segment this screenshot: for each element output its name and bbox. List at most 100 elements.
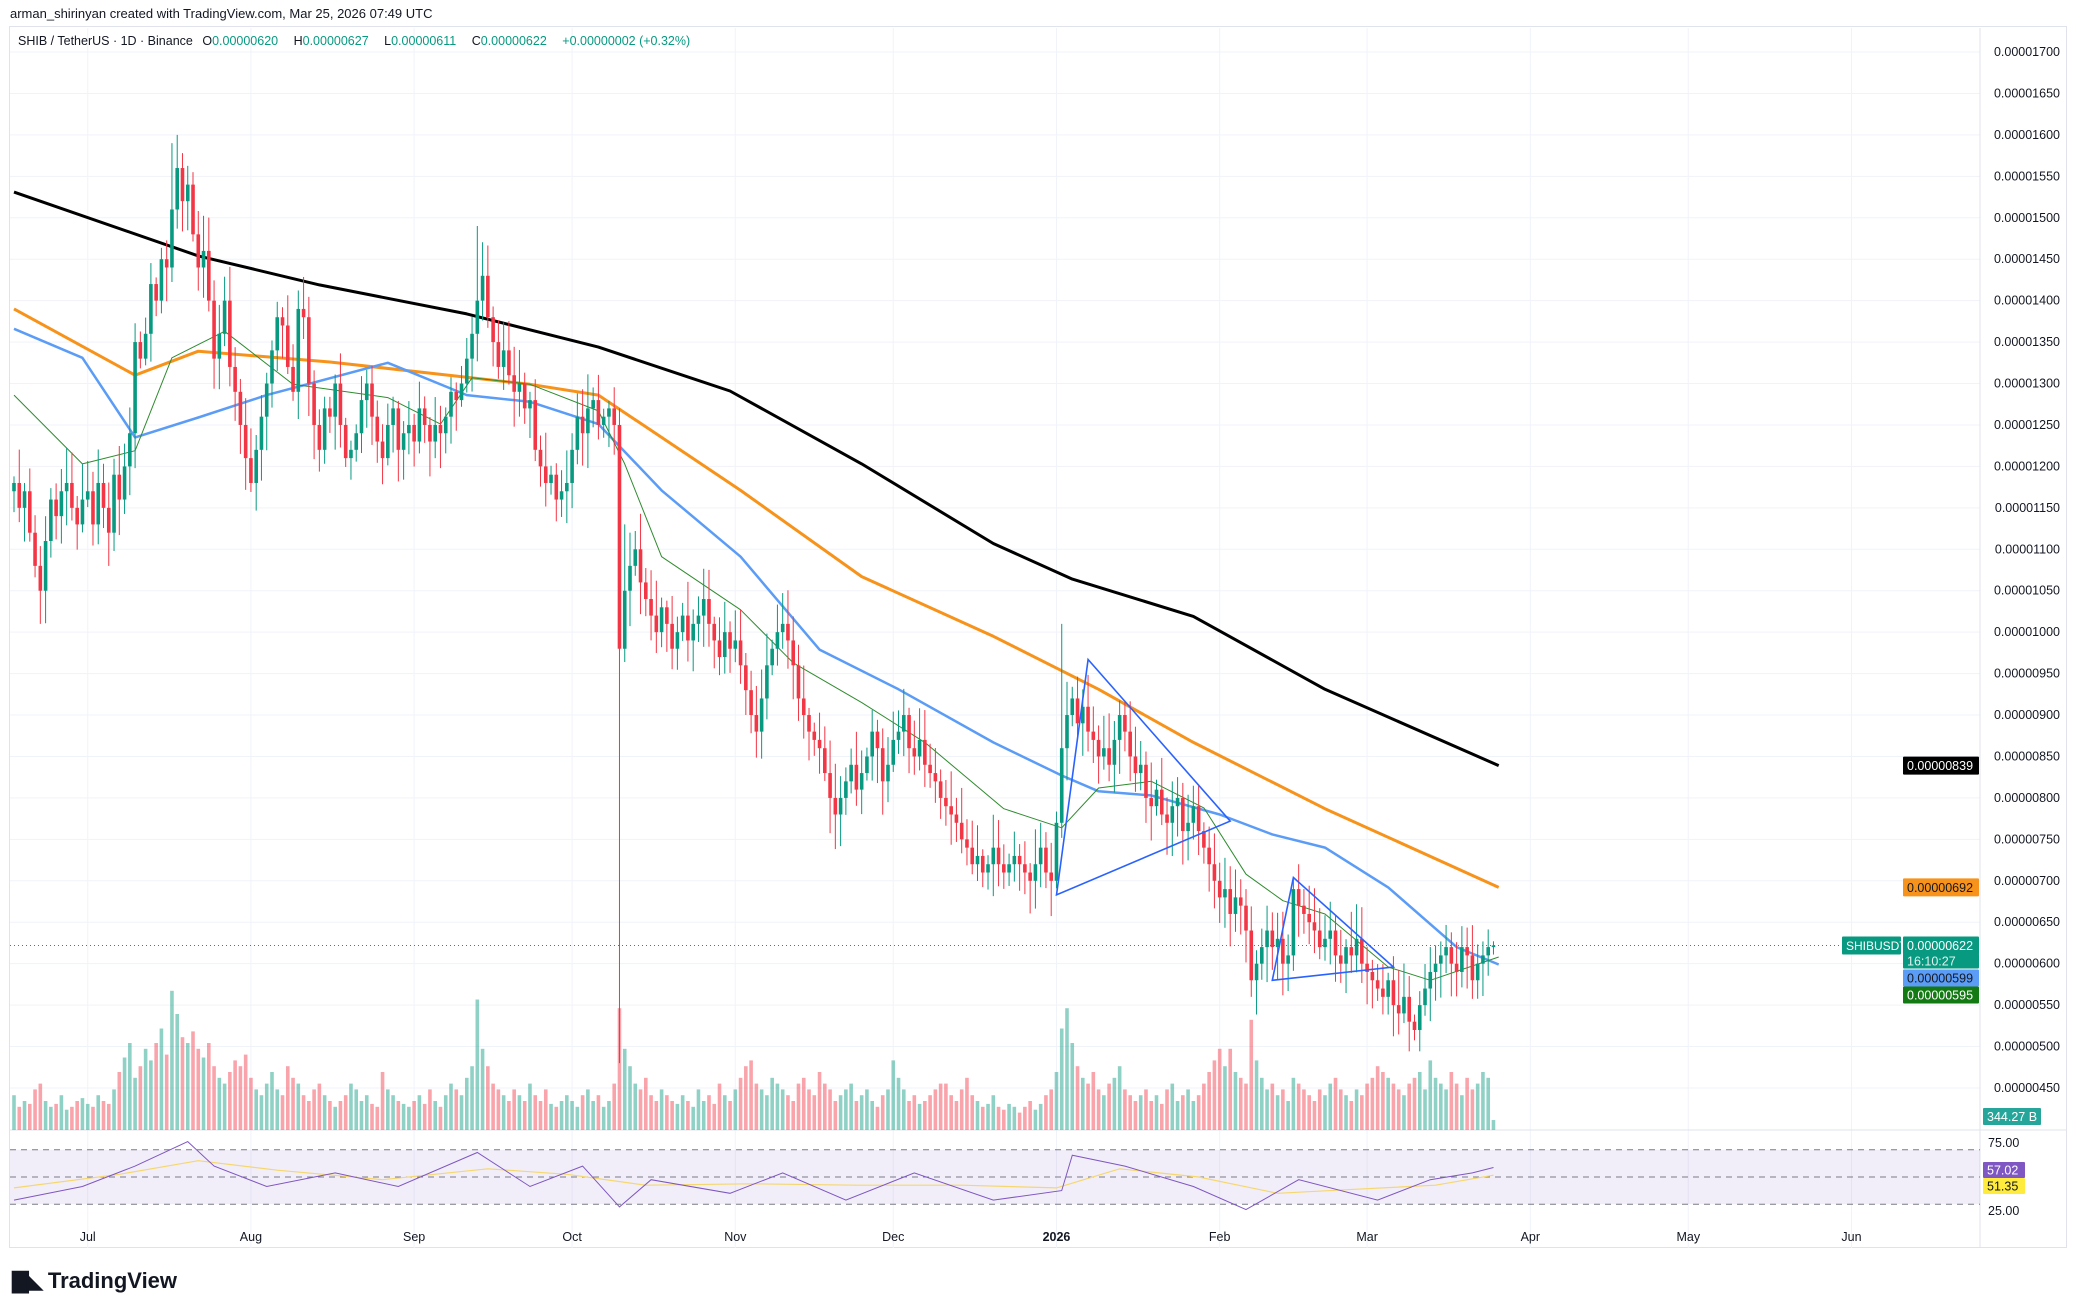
volume-bar xyxy=(1117,1066,1122,1130)
price-axis: 0.00001700 0.00001650 0.00001600 0.00001550… xyxy=(1988,45,2060,1218)
volume-bar xyxy=(801,1077,806,1130)
candle-down xyxy=(1238,897,1243,906)
candle-up xyxy=(464,358,469,384)
volume-bar xyxy=(401,1103,406,1130)
candle-up xyxy=(859,773,864,790)
volume-bar xyxy=(528,1083,532,1130)
candle-down xyxy=(154,284,158,301)
volume-bar xyxy=(1286,1101,1290,1130)
candle-up xyxy=(680,615,685,633)
symbol-label[interactable]: SHIB / TetherUS · 1D · Binance xyxy=(18,34,193,48)
candle-down xyxy=(507,350,511,376)
volume-bar xyxy=(1338,1089,1343,1130)
candle-down xyxy=(644,582,648,600)
volume-bar xyxy=(791,1101,796,1130)
candle-down xyxy=(1244,905,1248,931)
volume-bar xyxy=(749,1060,753,1130)
candle-down xyxy=(1181,797,1185,832)
volume-bar xyxy=(1365,1083,1369,1130)
candle-down xyxy=(138,342,143,359)
candle-down xyxy=(1165,814,1169,823)
volume-bar xyxy=(1202,1083,1206,1130)
volume-bar xyxy=(1217,1048,1222,1130)
candle-down xyxy=(749,690,753,716)
candle-up xyxy=(1223,889,1227,898)
candle-down xyxy=(744,665,748,691)
volume-bar xyxy=(1223,1066,1227,1130)
price-tick-label: 0.00001050 xyxy=(1994,584,2060,598)
volume-bar xyxy=(1428,1060,1433,1130)
candle-down xyxy=(1086,706,1090,732)
volume-bar xyxy=(675,1103,680,1130)
volume-bar xyxy=(1144,1089,1148,1130)
volume-bar xyxy=(1344,1095,1348,1130)
volume-bar xyxy=(1265,1089,1269,1130)
volume-bar xyxy=(1254,1060,1259,1130)
volume-bar xyxy=(1407,1083,1412,1130)
candle-up xyxy=(1138,764,1143,774)
price-tick-label: 0.00000450 xyxy=(1994,1081,2060,1095)
volume-bar xyxy=(1091,1072,1096,1130)
candle-down xyxy=(907,715,911,749)
volume-bar xyxy=(1191,1101,1196,1130)
volume-bar xyxy=(370,1103,374,1130)
candle-up xyxy=(586,408,590,434)
volume-bar xyxy=(1080,1077,1085,1130)
candle-down xyxy=(1470,955,1475,981)
time-tick-label: Jul xyxy=(80,1230,96,1244)
volume-bar xyxy=(407,1106,411,1130)
volume-bar xyxy=(207,1043,211,1130)
candle-down xyxy=(654,615,659,633)
volume-bar xyxy=(27,1103,32,1130)
candle-down xyxy=(928,764,932,774)
volume-bar xyxy=(191,1031,195,1130)
candle-down xyxy=(196,234,201,268)
volume-badge: 344.27 B xyxy=(1987,1110,2037,1124)
volume-bar xyxy=(565,1095,569,1130)
candle-up xyxy=(1112,739,1117,765)
candle-down xyxy=(801,698,806,716)
volume-bar xyxy=(80,1098,85,1130)
volume-bar xyxy=(728,1101,732,1130)
candle-down xyxy=(880,748,885,782)
volume-bar xyxy=(959,1089,964,1130)
candle-down xyxy=(243,424,248,459)
volume-bar xyxy=(796,1083,801,1130)
time-tick-label: Sep xyxy=(403,1230,425,1244)
volume-bar xyxy=(928,1095,932,1130)
volume-bar xyxy=(554,1106,559,1130)
volume-bar xyxy=(1360,1095,1364,1130)
candle-down xyxy=(249,458,253,483)
volume-bar xyxy=(1470,1089,1475,1130)
volume-bar xyxy=(670,1101,674,1130)
candle-up xyxy=(607,408,611,417)
candle-up xyxy=(1102,748,1106,757)
candle-up xyxy=(143,333,148,359)
candle-up xyxy=(133,342,137,434)
volume-bar xyxy=(586,1089,590,1130)
volume-bar xyxy=(12,1095,16,1130)
symbol-tag-badge-bg xyxy=(1842,936,1901,955)
time-tick-label: Oct xyxy=(562,1230,582,1244)
tradingview-logo[interactable]: ▇◣ TradingView xyxy=(12,1268,177,1294)
volume-bar xyxy=(1333,1077,1338,1130)
volume-bar xyxy=(1460,1095,1464,1130)
price-badges: 0.00000839 0.00000692 SHIBUSDT 0.0000062216… xyxy=(1842,756,2041,1194)
candle-down xyxy=(1465,947,1469,956)
candle-down xyxy=(959,822,964,840)
volume-bar xyxy=(117,1072,122,1130)
candle-up xyxy=(417,408,422,442)
volume-bar xyxy=(1002,1109,1006,1130)
candle-down xyxy=(238,391,243,425)
volume-bar xyxy=(986,1103,990,1130)
volume-bar xyxy=(954,1101,959,1130)
candle-down xyxy=(422,408,427,425)
volume-bar xyxy=(849,1083,853,1130)
volume-bar xyxy=(270,1072,274,1130)
volume-bar xyxy=(1396,1089,1401,1130)
volume-bar xyxy=(780,1089,785,1130)
candle-down xyxy=(396,408,401,450)
candle-up xyxy=(1154,789,1159,807)
volume-bar xyxy=(22,1101,27,1130)
